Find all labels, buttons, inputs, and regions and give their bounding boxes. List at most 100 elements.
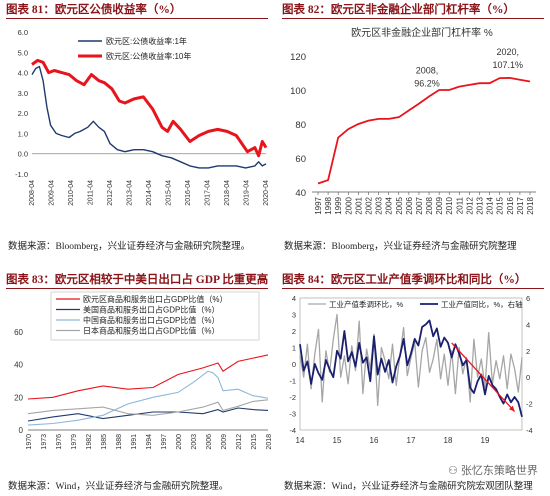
x-tick-label: 2011-04	[88, 180, 95, 205]
x-tick-label: 1970	[26, 434, 33, 450]
y-right-tick-label: -4	[526, 426, 533, 435]
y-right-tick-label: 0	[526, 373, 530, 382]
x-tick-label: 2009	[435, 196, 444, 214]
x-tick-label: 2012	[465, 196, 474, 214]
annotation-value: 107.1%	[493, 60, 524, 70]
y-tick-label: 0.0	[18, 150, 28, 159]
x-tick-label: 2006	[206, 434, 213, 450]
legend-label: 工业产值同比，%，右轴	[441, 299, 523, 309]
x-tick-label: 2015-04	[166, 180, 173, 206]
y-tick-label: 0	[19, 426, 24, 435]
legend-label: 工业产值季调环比，%	[329, 299, 403, 309]
watermark: ⚇ 张忆东策略世界	[448, 462, 538, 478]
y-tick-label: 1.0	[18, 129, 28, 138]
x-tick-label: 1982	[86, 434, 93, 450]
x-tick-label: 2003	[191, 434, 198, 450]
watermark-text: 张忆东策略世界	[460, 465, 538, 477]
x-tick-label: 2019-04	[244, 180, 251, 206]
chart-81: -1.0 0.0 1.0 2.0 3.0 4.0 5.0 6.0 2008-04 2009-04 2…	[15, 28, 270, 206]
plot-frame	[299, 297, 523, 431]
y-tick-label: 60	[14, 328, 23, 337]
y-tick-label: 20	[14, 393, 23, 402]
x-tick-label: 2012-04	[107, 180, 114, 206]
x-tick-label: 2017-04	[205, 180, 212, 206]
x-tick-label: 15	[333, 436, 342, 445]
x-tick-label: 2006	[405, 196, 414, 214]
x-tick-label: 1997	[161, 434, 168, 450]
chart-title: 欧元区非金融企业部门杠杆率 %	[351, 26, 493, 39]
y-tick-label: 3.0	[18, 89, 28, 98]
trend-arrow-head	[509, 405, 515, 412]
panel-title-82: 图表 82：欧元区非金融企业部门杠杆率（%）	[282, 2, 544, 19]
y-left-tick-label: -1	[289, 377, 296, 386]
x-tick-label: 1973	[41, 434, 48, 450]
x-tick-label: 2018-04	[224, 180, 231, 206]
y-right-tick-label: -2	[526, 400, 533, 409]
legend-label: 日本商品和服务出口占GDP比值（%）	[83, 326, 219, 336]
x-tick-label: 2000	[344, 196, 353, 214]
y-tick-label: 4.0	[18, 69, 28, 78]
x-tick-label: 2005	[395, 196, 404, 214]
y-tick-label: 5.0	[18, 48, 28, 57]
y-left-tick-label: -2	[289, 393, 296, 402]
series-line-1	[299, 313, 523, 406]
y-left-tick-label: 3	[292, 311, 296, 320]
x-tick-label: 1985	[101, 434, 108, 450]
x-tick-label: 14	[296, 436, 305, 445]
legend-label: 欧元区商品和服务出口占GDP比值（%）	[83, 294, 227, 304]
x-tick-label: 1998	[324, 196, 333, 214]
chart-84: -4 -3 -2 -1 0 1 2 3 4 -4 -2 0 2 4 6 14 15 16 17 18 19 工业产值季调环…	[289, 294, 533, 445]
x-tick-label: 2014-04	[146, 180, 153, 206]
x-tick-label: 1997	[314, 196, 323, 214]
panel-title-83: 图表 83：欧元区相较于中美日出口占 GDP 比重更高	[6, 272, 268, 289]
chart-83: 0 20 40 60 1970 1973 1976 1979 1982 1985 1988 1991 1…	[14, 291, 273, 450]
x-tick-label: 2016	[506, 196, 515, 214]
x-tick-label: 2016-04	[185, 180, 192, 206]
wechat-icon: ⚇	[448, 465, 461, 477]
y-tick-label: 120	[290, 52, 306, 63]
x-tick-label: 2012	[236, 434, 243, 450]
x-tick-label: 2020-04	[263, 180, 270, 206]
source-note-81: 数据来源：Bloomberg，兴业证券经济与金融研究院整理。	[8, 242, 251, 252]
x-tick-label: 2011	[455, 196, 464, 214]
x-tick-label: 2008	[425, 196, 434, 214]
series-line-2	[31, 58, 268, 158]
x-tick-label: 1991	[131, 434, 138, 450]
trend-arrow-line	[451, 342, 516, 412]
x-tick-label: 2018	[526, 196, 535, 214]
annotation-year: 2020,	[497, 47, 520, 57]
series-line-2	[299, 319, 523, 418]
y-left-tick-label: 1	[292, 344, 296, 353]
legend-box	[50, 291, 260, 341]
y-right-tick-label: 4	[526, 320, 530, 329]
x-tick-label: 2001	[354, 196, 363, 214]
legend-label: 美国商品和服务出口占GDP比值（%）	[83, 305, 219, 315]
x-tick-label: 16	[370, 436, 379, 445]
legend-label: 中国商品和服务出口占GDP比值（%）	[83, 315, 219, 325]
x-tick-label: 2015	[496, 196, 505, 214]
source-note-84: 数据来源：Wind，兴业证券经济与金融研究院宏观团队整理	[284, 482, 533, 492]
x-tick-label: 17	[407, 436, 416, 445]
x-tick-label: 2017	[516, 196, 525, 214]
y-tick-label: 6.0	[18, 28, 28, 37]
panel-title-81: 图表 81：欧元区公债收益率（%）	[6, 2, 268, 19]
x-tick-label: 2003	[375, 196, 384, 214]
annotation-value: 96.2%	[414, 78, 440, 88]
x-tick-label: 1988	[116, 434, 123, 450]
source-note-82: 数据来源：Bloomberg，兴业证券经济与金融研究院整理	[284, 242, 517, 252]
legend-label: 欧元区:公债收益率:10年	[106, 51, 191, 61]
x-tick-label: 2008-04	[29, 180, 36, 206]
y-left-tick-label: -4	[289, 426, 296, 435]
x-tick-label: 2002	[364, 196, 373, 214]
y-left-tick-label: -3	[289, 410, 296, 419]
y-right-tick-label: 2	[526, 347, 530, 356]
series-line-3	[27, 370, 269, 426]
panel-title-84: 图表 84：欧元区工业产值季调环比和同比（%）	[282, 272, 544, 289]
y-tick-label: 60	[295, 154, 306, 165]
x-tick-label: 1979	[71, 434, 78, 450]
x-tick-label: 2013-04	[127, 180, 134, 206]
y-left-tick-label: 0	[292, 360, 296, 369]
x-tick-label: 2010	[445, 196, 454, 214]
annotation-year: 2008,	[416, 65, 439, 75]
